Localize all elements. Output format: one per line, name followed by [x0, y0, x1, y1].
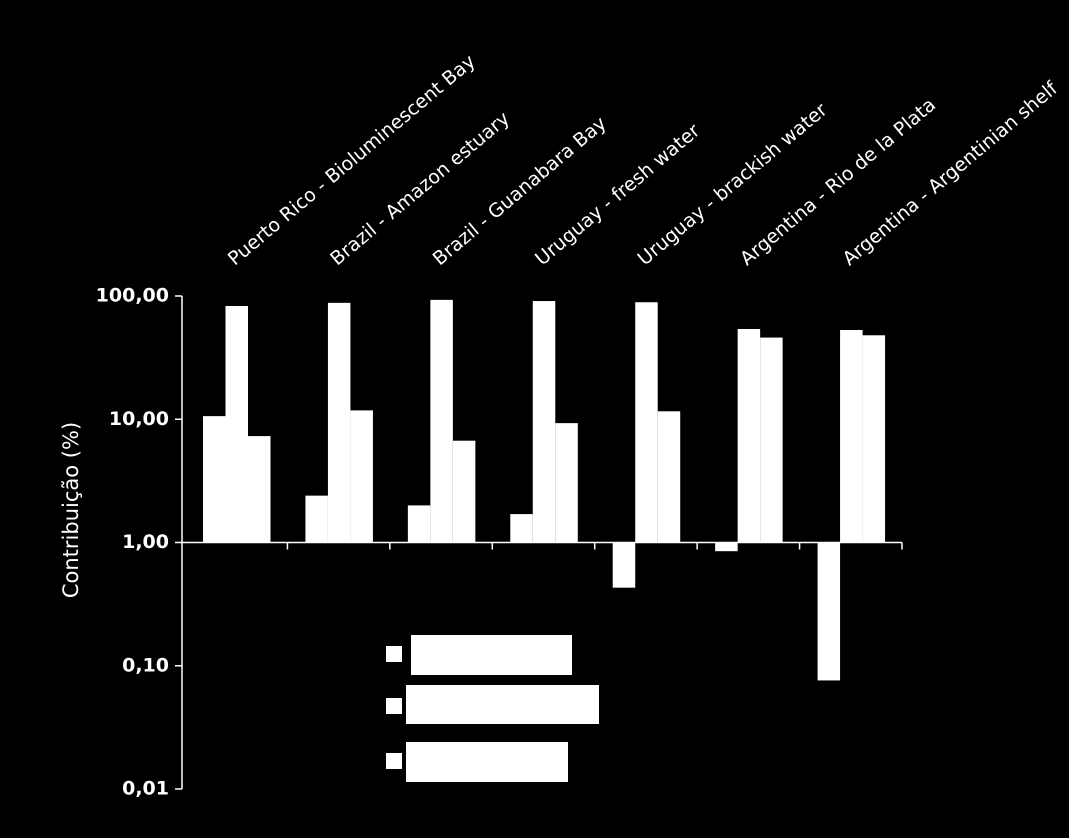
bar	[430, 299, 453, 543]
legend-swatch	[386, 698, 402, 714]
legend-swatch	[386, 753, 402, 769]
y-tick-label: 1,00	[122, 531, 169, 553]
bar	[657, 411, 681, 543]
x-tick-label: Argentina - Argentinian shelf	[838, 77, 1062, 270]
bar	[248, 436, 271, 543]
bar	[510, 514, 533, 543]
y-axis-title: Contribuição (%)	[59, 422, 83, 598]
legend-label-box	[411, 635, 572, 675]
bar	[737, 328, 761, 543]
bar	[612, 542, 636, 588]
x-tick-label: Brazil - Guanabara Bay	[429, 112, 611, 270]
x-tick-label: Argentina - Rio de la Plata	[736, 94, 940, 270]
x-tick-label: Uruguay - brackish water	[634, 99, 832, 270]
bar	[225, 305, 248, 543]
bar	[203, 416, 226, 543]
y-tick-label: 100,00	[96, 285, 169, 307]
bar	[635, 302, 658, 543]
bar	[452, 440, 476, 543]
bar	[555, 423, 578, 543]
legend	[386, 635, 599, 782]
bar	[715, 542, 738, 552]
bar	[817, 542, 841, 681]
bar	[862, 335, 886, 543]
x-tick-label: Uruguay - fresh water	[531, 120, 704, 270]
y-tick-label: 0,10	[122, 654, 169, 676]
bar	[327, 302, 351, 543]
bar	[532, 301, 556, 543]
y-tick-label: 0,01	[122, 778, 169, 800]
bar	[407, 505, 431, 543]
bar	[840, 329, 863, 543]
x-tick-label: Brazil - Amazon estuary	[326, 108, 514, 270]
bar	[760, 337, 783, 543]
bar	[305, 495, 328, 543]
y-tick-label: 10,00	[109, 408, 169, 430]
bar	[350, 410, 373, 543]
legend-label-box	[406, 685, 599, 724]
legend-label-box	[406, 742, 568, 782]
legend-swatch	[386, 646, 402, 662]
